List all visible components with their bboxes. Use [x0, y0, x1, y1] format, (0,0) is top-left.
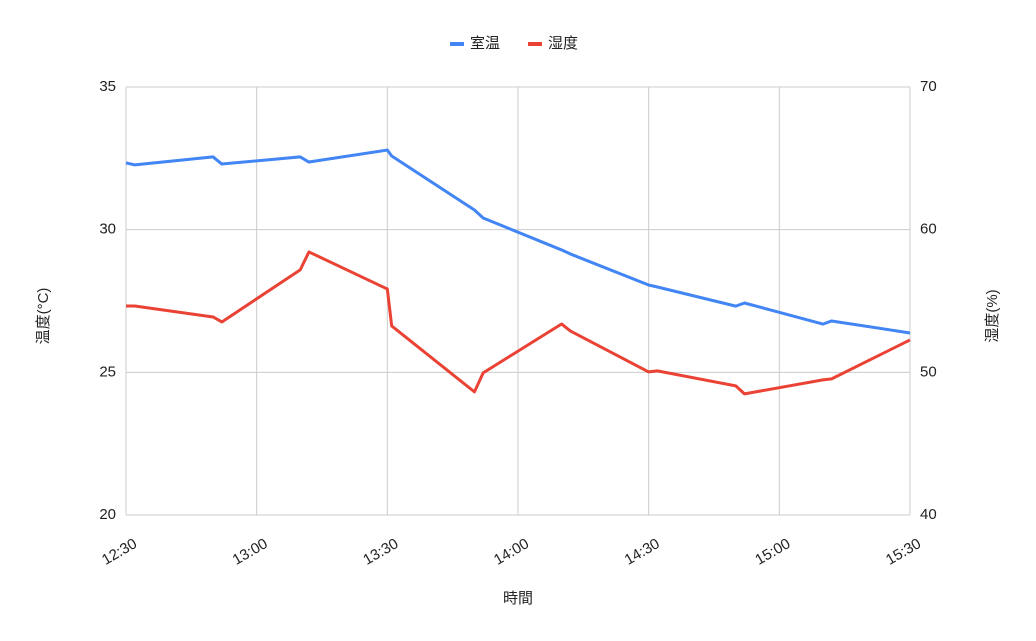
y-tick-label: 30 — [99, 221, 116, 238]
x-axis-title: 時間 — [503, 590, 533, 607]
y-tick-label: 20 — [99, 506, 116, 523]
y2-tick-label: 50 — [920, 363, 937, 380]
y2-tick-label: 70 — [920, 78, 937, 95]
series-line — [125, 148, 911, 335]
x-tick-label: 13:00 — [230, 535, 271, 568]
y-tick-label: 25 — [99, 363, 116, 380]
legend-label: 湿度 — [548, 35, 578, 52]
y2-tick-label: 60 — [920, 221, 937, 238]
y-axis-title: 温度(°C) — [35, 288, 52, 345]
x-tick-label: 12:30 — [99, 535, 140, 568]
x-tick-label: 15:00 — [752, 535, 793, 568]
y2-tick-label: 40 — [920, 506, 937, 523]
x-tick-label: 14:00 — [491, 535, 532, 568]
y2-axis-title: 湿度(%) — [984, 289, 1001, 342]
x-tick-label: 13:30 — [360, 535, 401, 568]
y-tick-label: 35 — [99, 78, 116, 95]
legend-label: 室温 — [470, 35, 500, 52]
x-tick-label: 15:30 — [883, 535, 924, 568]
x-tick-label: 14:30 — [622, 535, 663, 568]
series-line — [126, 250, 911, 396]
